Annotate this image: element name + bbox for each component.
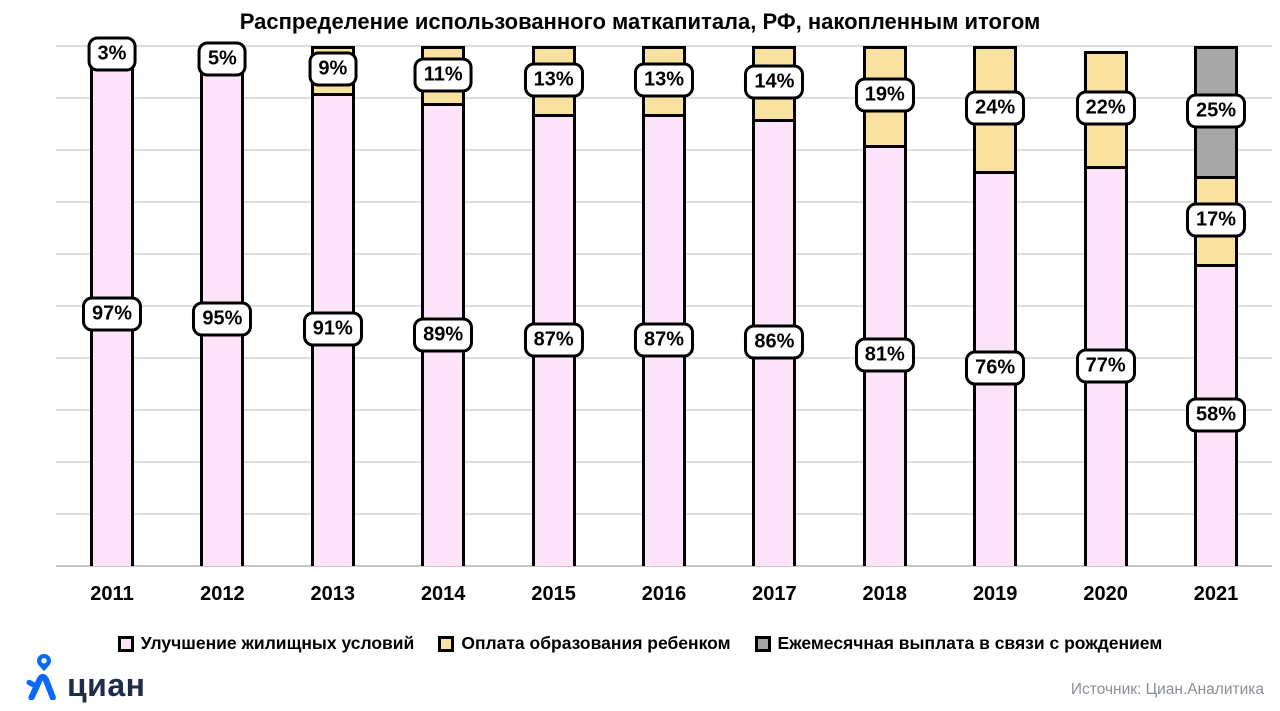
segment-label-housing-2017: 86% [744, 324, 805, 360]
segment-label-education-2012: 5% [197, 41, 247, 77]
segment-label-education-2016: 13% [633, 62, 695, 98]
chart-title: Распределение использованного маткапитал… [239, 9, 1041, 34]
x-axis-line [56, 565, 1272, 567]
cian-logo-text: циан [67, 666, 146, 703]
legend: Улучшение жилищных условий Оплата образов… [0, 633, 1280, 654]
x-tick-label-2020: 2020 [1083, 583, 1128, 605]
segment-label-housing-2011: 97% [81, 296, 143, 332]
segment-label-housing-2014: 89% [413, 317, 474, 353]
segment-label-housing-2019: 76% [965, 350, 1026, 386]
segment-label-education-2015: 13% [523, 62, 584, 98]
x-tick-label-2018: 2018 [862, 583, 908, 605]
segment-label-housing-2016: 87% [633, 322, 695, 358]
legend-swatch-monthly [754, 635, 771, 652]
legend-item-education: Оплата образования ребенком [438, 633, 731, 654]
segment-label-monthly-2021: 25% [1185, 93, 1247, 129]
segment-label-education-2013: 9% [308, 51, 358, 87]
segment-label-education-2017: 14% [744, 64, 805, 100]
legend-item-housing: Улучшение жилищных условий [117, 633, 415, 654]
source-caption: Источник: Циан.Аналитика [1070, 681, 1264, 698]
segment-label-housing-2021: 58% [1185, 397, 1247, 433]
segment-label-housing-2012: 95% [192, 301, 253, 337]
x-tick-label-2013: 2013 [310, 583, 356, 605]
legend-swatch-housing [117, 635, 134, 652]
segment-label-education-2021: 17% [1185, 202, 1247, 238]
x-tick-label-2012: 2012 [200, 583, 245, 605]
x-tick-label-2019: 2019 [972, 583, 1018, 605]
segment-label-housing-2013: 91% [302, 311, 363, 347]
segment-label-housing-2018: 81% [854, 337, 915, 373]
x-tick-label-2021: 2021 [1193, 583, 1239, 605]
segment-label-education-2011: 3% [87, 36, 137, 72]
x-tick-label-2016: 2016 [641, 583, 687, 605]
x-tick-label-2015: 2015 [531, 583, 576, 605]
x-tick-label-2011: 2011 [90, 583, 134, 605]
segment-label-education-2014: 11% [413, 57, 473, 93]
legend-label-monthly: Ежемесячная выплата в связи с рождением [777, 633, 1163, 653]
segment-label-education-2019: 24% [965, 90, 1026, 126]
cian-logo: циан [24, 653, 146, 703]
legend-swatch-education [438, 635, 455, 652]
legend-label-housing: Улучшение жилищных условий [140, 633, 415, 653]
segment-label-housing-2020: 77% [1075, 348, 1136, 384]
segment-label-housing-2015: 87% [523, 322, 584, 358]
segment-label-education-2018: 19% [854, 77, 915, 113]
x-tick-label-2017: 2017 [752, 583, 797, 605]
cian-person-pin-icon [26, 654, 56, 700]
legend-item-monthly: Ежемесячная выплата в связи с рождением [754, 633, 1163, 654]
x-tick-label-2014: 2014 [420, 583, 466, 605]
legend-label-education: Оплата образования ребенком [461, 633, 731, 653]
segment-label-education-2020: 22% [1075, 90, 1136, 126]
